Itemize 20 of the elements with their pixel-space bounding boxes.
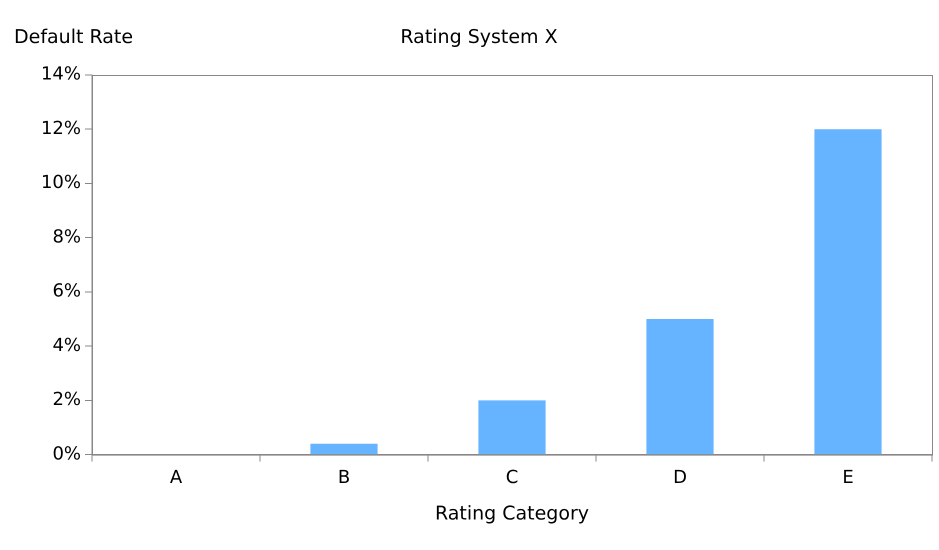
y-tick-label: 10%: [40, 172, 81, 194]
y-tick-label: 6%: [52, 280, 81, 302]
x-tick-label: E: [842, 467, 854, 488]
x-tick-label: A: [170, 467, 183, 488]
y-tick-label: 8%: [52, 226, 81, 248]
y-tick-label: 12%: [40, 118, 81, 139]
y-tick-label: 4%: [52, 334, 81, 356]
y-tick-label: 0%: [52, 443, 81, 464]
bar: [310, 444, 378, 454]
y-tick-label: 14%: [40, 64, 81, 85]
x-tick-label: B: [338, 467, 350, 488]
chart-title: Rating System X: [400, 26, 558, 48]
y-tick-label: 2%: [52, 389, 81, 410]
x-axis-title: Rating Category: [434, 502, 590, 525]
x-tick-label: C: [506, 467, 518, 488]
bar: [646, 319, 714, 454]
x-tick-label: D: [673, 467, 687, 488]
y-axis-title: Default Rate: [14, 26, 134, 48]
bar: [814, 129, 882, 454]
bar: [478, 400, 546, 454]
